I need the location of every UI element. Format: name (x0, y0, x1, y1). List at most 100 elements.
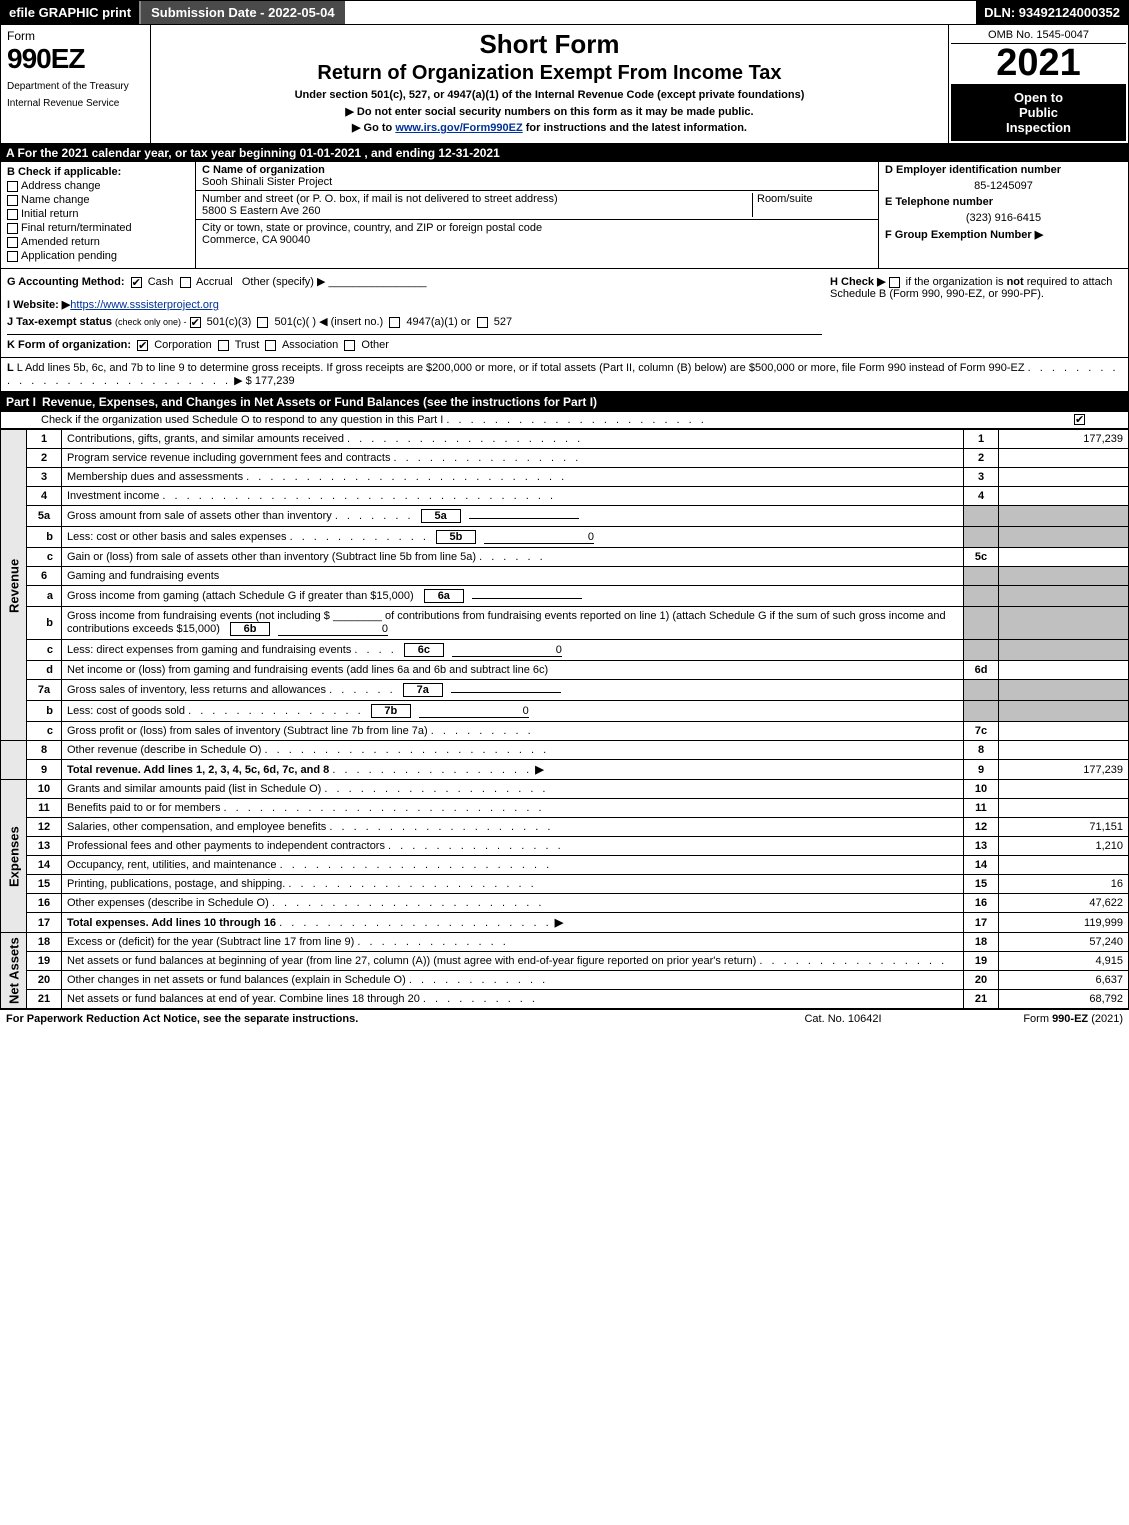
j-label: J Tax-exempt status (7, 316, 112, 328)
revenue-sidetab: Revenue (1, 430, 27, 741)
lines-table: Revenue 1 Contributions, gifts, grants, … (0, 429, 1129, 1009)
under-section: Under section 501(c), 527, or 4947(a)(1)… (157, 89, 942, 101)
k-label: K Form of organization: (7, 339, 131, 351)
instr-goto-pre: ▶ Go to (352, 122, 395, 134)
ein-value: 85-1245097 (879, 178, 1128, 194)
l-amount: ▶ $ 177,239 (234, 375, 294, 387)
section-g-h-i-j-k: G Accounting Method: Cash Accrual Other … (0, 269, 1129, 358)
checkbox-icon[interactable] (344, 340, 355, 351)
part-i-checkrow: Check if the organization used Schedule … (0, 412, 1129, 429)
f-label: F Group Exemption Number ▶ (879, 226, 1128, 243)
header-left: Form 990EZ Department of the Treasury In… (1, 25, 151, 143)
checkbox-icon[interactable] (7, 181, 18, 192)
top-bar: efile GRAPHIC print Submission Date - 20… (0, 0, 1129, 25)
instr-goto: ▶ Go to www.irs.gov/Form990EZ for instru… (157, 121, 942, 134)
phone-value: (323) 916-6415 (879, 210, 1128, 226)
dln-label: DLN: 93492124000352 (976, 1, 1128, 24)
b-label: B Check if applicable: (7, 166, 189, 178)
checkbox-icon[interactable] (190, 317, 201, 328)
checkbox-icon[interactable] (7, 223, 18, 234)
city-value: Commerce, CA 90040 (202, 234, 872, 246)
checkbox-icon[interactable] (218, 340, 229, 351)
dept-treasury: Department of the Treasury (7, 81, 144, 92)
checkbox-icon[interactable] (7, 195, 18, 206)
c-city-row: City or town, state or province, country… (196, 220, 878, 248)
header-right: OMB No. 1545-0047 2021 Open to Public In… (948, 25, 1128, 143)
inspection: Inspection (955, 120, 1122, 135)
chk-amended: Amended return (7, 236, 189, 248)
checkbox-icon[interactable] (7, 209, 18, 220)
header-center: Short Form Return of Organization Exempt… (151, 25, 948, 143)
checkbox-icon[interactable] (265, 340, 276, 351)
instr-ssn: ▶ Do not enter social security numbers o… (157, 105, 942, 118)
tax-year: 2021 (951, 44, 1126, 82)
short-form-label: Short Form (157, 29, 942, 60)
return-title: Return of Organization Exempt From Incom… (157, 62, 942, 85)
i-label: I Website: ▶ (7, 299, 70, 311)
part-i-header: Part I Revenue, Expenses, and Changes in… (0, 392, 1129, 412)
checkbox-icon[interactable] (477, 317, 488, 328)
website-link[interactable]: https://www.sssisterproject.org (70, 299, 219, 311)
checkbox-icon[interactable] (7, 251, 18, 262)
chk-final: Final return/terminated (7, 222, 189, 234)
g-left: G Accounting Method: Cash Accrual Other … (7, 275, 822, 351)
city-label: City or town, state or province, country… (202, 222, 872, 234)
c-name-row: C Name of organization Sooh Shinali Sist… (196, 162, 878, 191)
open-inspection-box: Open to Public Inspection (951, 84, 1126, 141)
public: Public (955, 105, 1122, 120)
form-word: Form (7, 29, 144, 43)
h-section: H Check ▶ if the organization is not req… (822, 275, 1122, 351)
g-label: G Accounting Method: (7, 276, 125, 288)
checkbox-icon[interactable] (889, 277, 900, 288)
footer-left: For Paperwork Reduction Act Notice, see … (6, 1013, 743, 1025)
checkbox-icon[interactable] (180, 277, 191, 288)
chk-initial: Initial return (7, 208, 189, 220)
d-label: D Employer identification number (879, 162, 1128, 178)
part-i-checktext: Check if the organization used Schedule … (41, 414, 443, 426)
section-d-e-f: D Employer identification number 85-1245… (878, 162, 1128, 268)
chk-address: Address change (7, 180, 189, 192)
open-to: Open to (955, 90, 1122, 105)
efile-label: efile GRAPHIC print (1, 1, 139, 24)
org-name: Sooh Shinali Sister Project (202, 176, 872, 188)
chk-name: Name change (7, 194, 189, 206)
page-footer: For Paperwork Reduction Act Notice, see … (0, 1009, 1129, 1028)
block-b-c-d: B Check if applicable: Address change Na… (0, 162, 1129, 269)
c-label: C Name of organization (202, 164, 872, 176)
checkbox-icon[interactable] (131, 277, 142, 288)
dept-irs: Internal Revenue Service (7, 98, 144, 109)
irs-link[interactable]: www.irs.gov/Form990EZ (395, 122, 522, 134)
street-value: 5800 S Eastern Ave 260 (202, 205, 752, 217)
checkbox-icon[interactable] (1074, 414, 1085, 425)
section-c: C Name of organization Sooh Shinali Sist… (196, 162, 878, 268)
h-label: H Check ▶ (830, 276, 886, 288)
netassets-sidetab: Net Assets (1, 933, 27, 1009)
g-row: G Accounting Method: Cash Accrual Other … (7, 275, 822, 288)
submission-date: Submission Date - 2022-05-04 (139, 1, 345, 24)
l-text: L Add lines 5b, 6c, and 7b to line 9 to … (17, 362, 1025, 374)
street-label: Number and street (or P. O. box, if mail… (202, 193, 752, 205)
k-row: K Form of organization: Corporation Trus… (7, 334, 822, 351)
section-b: B Check if applicable: Address change Na… (1, 162, 196, 268)
checkbox-icon[interactable] (389, 317, 400, 328)
c-street-row: Number and street (or P. O. box, if mail… (196, 191, 878, 220)
e-label: E Telephone number (879, 194, 1128, 210)
line-l: L L Add lines 5b, 6c, and 7b to line 9 t… (0, 358, 1129, 392)
topbar-spacer (345, 1, 977, 24)
part-i-title: Revenue, Expenses, and Changes in Net As… (42, 395, 1123, 409)
form-number: 990EZ (7, 43, 144, 75)
i-row: I Website: ▶https://www.sssisterproject.… (7, 298, 822, 311)
room-label: Room/suite (757, 193, 872, 205)
j-row: J Tax-exempt status (check only one) - 5… (7, 315, 822, 328)
checkbox-icon[interactable] (257, 317, 268, 328)
form-header: Form 990EZ Department of the Treasury In… (0, 25, 1129, 144)
j-sub: (check only one) - (115, 317, 187, 327)
chk-pending: Application pending (7, 250, 189, 262)
part-i-label: Part I (6, 395, 42, 409)
checkbox-icon[interactable] (7, 237, 18, 248)
checkbox-icon[interactable] (137, 340, 148, 351)
footer-catno: Cat. No. 10642I (743, 1013, 943, 1025)
footer-right: Form 990-EZ (2021) (943, 1013, 1123, 1025)
instr-goto-post: for instructions and the latest informat… (523, 122, 747, 134)
expenses-sidetab: Expenses (1, 780, 27, 933)
